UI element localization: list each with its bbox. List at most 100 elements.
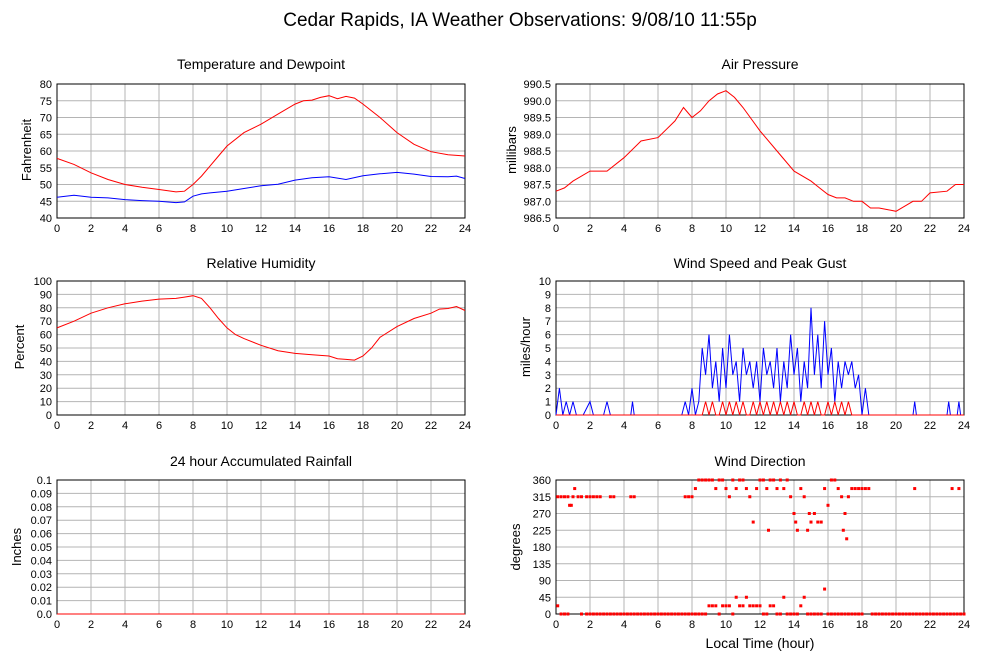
- direction-point: [717, 612, 721, 616]
- direction-point: [653, 612, 657, 616]
- direction-point: [758, 604, 762, 608]
- x-tick-label: 0: [54, 420, 60, 432]
- x-tick-label: 24: [459, 420, 471, 432]
- direction-point: [948, 612, 952, 616]
- direction-point: [806, 528, 810, 532]
- direction-point: [931, 612, 935, 616]
- direction-point: [845, 537, 849, 541]
- x-tick-label: 4: [621, 223, 627, 235]
- direction-point: [605, 612, 609, 616]
- x-tick-label: 8: [689, 223, 695, 235]
- x-tick-label: 14: [289, 619, 301, 631]
- direction-point: [569, 503, 573, 507]
- direction-point: [799, 487, 803, 491]
- x-tick-label: 22: [425, 420, 437, 432]
- direction-point: [568, 503, 572, 507]
- x-tick-label: 2: [88, 420, 94, 432]
- y-tick-label: 225: [533, 525, 551, 537]
- direction-point: [874, 612, 878, 616]
- x-tick-label: 10: [720, 420, 732, 432]
- x-tick-label: 20: [890, 619, 902, 631]
- direction-point: [836, 487, 840, 491]
- direction-point: [843, 612, 847, 616]
- direction-point: [904, 612, 908, 616]
- direction-point: [602, 612, 606, 616]
- y-tick-label: 7: [545, 316, 551, 328]
- x-tick-label: 20: [391, 223, 403, 235]
- direction-point: [632, 495, 636, 499]
- x-tick-label: 0: [553, 619, 559, 631]
- direction-point: [687, 495, 691, 499]
- direction-point: [714, 604, 718, 608]
- direction-point: [622, 612, 626, 616]
- direction-point: [693, 612, 697, 616]
- direction-point: [588, 612, 592, 616]
- direction-point: [952, 612, 956, 616]
- x-tick-label: 4: [122, 420, 128, 432]
- direction-point: [785, 478, 789, 482]
- x-tick-label: 14: [788, 619, 800, 631]
- x-tick-label: 20: [890, 223, 902, 235]
- direction-point: [755, 604, 759, 608]
- direction-point: [585, 612, 589, 616]
- y-tick-label: 0.05: [31, 542, 52, 554]
- x-tick-label: 4: [122, 619, 128, 631]
- direction-point: [566, 612, 570, 616]
- direction-point: [897, 612, 901, 616]
- x-axis-label: Local Time (hour): [706, 635, 815, 651]
- direction-point: [914, 612, 918, 616]
- direction-point: [571, 495, 575, 499]
- direction-point: [717, 478, 721, 482]
- direction-point: [738, 604, 742, 608]
- direction-point: [670, 612, 674, 616]
- direction-point: [853, 487, 857, 491]
- direction-point: [761, 478, 765, 482]
- direction-point: [826, 503, 830, 507]
- direction-point: [744, 487, 748, 491]
- y-tick-label: 0.06: [31, 529, 52, 541]
- direction-point: [816, 612, 820, 616]
- direction-point: [846, 612, 850, 616]
- direction-point: [629, 612, 633, 616]
- direction-point: [734, 595, 738, 599]
- x-tick-label: 22: [924, 223, 936, 235]
- direction-point: [840, 612, 844, 616]
- direction-point: [683, 495, 687, 499]
- series-line-blue: [56, 171, 466, 204]
- direction-point: [794, 520, 798, 524]
- y-tick-label: 0.1: [37, 475, 52, 487]
- direction-point: [802, 495, 806, 499]
- direction-point: [690, 612, 694, 616]
- direction-point: [748, 604, 752, 608]
- y-tick-label: 180: [533, 542, 551, 554]
- direction-point: [556, 495, 560, 499]
- x-tick-label: 16: [323, 223, 335, 235]
- direction-point: [595, 495, 599, 499]
- direction-point: [758, 478, 762, 482]
- direction-point: [563, 495, 566, 499]
- direction-point: [840, 495, 844, 499]
- direction-point: [598, 612, 602, 616]
- x-tick-label: 24: [958, 619, 970, 631]
- direction-point: [802, 595, 806, 599]
- x-tick-label: 20: [391, 420, 403, 432]
- direction-point: [768, 478, 772, 482]
- direction-point: [721, 604, 725, 608]
- y-axis-label: Fahrenheit: [19, 119, 34, 182]
- direction-point: [642, 612, 646, 616]
- y-tick-label: 987.5: [523, 180, 551, 192]
- direction-point: [608, 495, 612, 499]
- x-tick-label: 18: [856, 420, 868, 432]
- y-tick-label: 50: [40, 343, 52, 355]
- y-axis-label: millibars: [504, 126, 519, 174]
- x-tick-label: 4: [621, 619, 627, 631]
- x-tick-label: 18: [357, 223, 369, 235]
- direction-point: [724, 487, 728, 491]
- x-tick-label: 6: [655, 619, 661, 631]
- y-tick-label: 1: [545, 397, 551, 409]
- direction-point: [957, 487, 961, 491]
- y-tick-label: 45: [40, 196, 52, 208]
- direction-point: [809, 520, 813, 524]
